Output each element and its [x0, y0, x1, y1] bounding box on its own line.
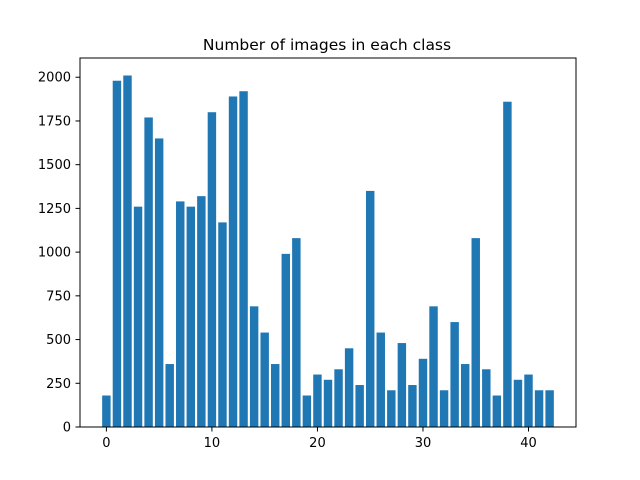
- y-tick-label: 0: [63, 421, 71, 436]
- x-tick-label: 20: [309, 436, 326, 451]
- bar: [471, 238, 480, 427]
- bar: [249, 306, 259, 427]
- bar: [439, 390, 449, 427]
- bar: [450, 322, 459, 427]
- bar: [344, 348, 354, 427]
- bar: [418, 358, 428, 427]
- bar: [376, 332, 385, 427]
- bar: [534, 390, 544, 427]
- bar: [165, 364, 174, 427]
- bar: [545, 390, 554, 427]
- bar: [513, 379, 523, 427]
- bar: [429, 306, 438, 427]
- y-tick-label: 1750: [38, 114, 71, 129]
- y-tick-label: 250: [46, 377, 71, 392]
- y-tick-label: 1250: [38, 202, 71, 217]
- bar: [492, 395, 502, 427]
- bar: [154, 138, 164, 427]
- bar: [260, 332, 269, 427]
- axes-frame: [79, 57, 577, 428]
- chart-title: Number of images in each class: [203, 36, 451, 54]
- x-tick-label: 40: [520, 436, 537, 451]
- bar: [355, 385, 364, 427]
- y-tick-label: 1000: [38, 246, 71, 261]
- axes-group: 0 10 20 30 40 0 250 500 750 1000 1250 1500 1750 2000: [38, 57, 577, 451]
- bar: [239, 91, 248, 427]
- bar: [460, 364, 470, 427]
- bar: [281, 253, 291, 427]
- bar: [123, 75, 132, 428]
- bar: [408, 385, 417, 427]
- bar: [503, 101, 512, 427]
- x-tick-label: 30: [415, 436, 432, 451]
- bar: [102, 395, 111, 427]
- bar: [302, 395, 312, 427]
- x-tick-label: 0: [102, 436, 110, 451]
- bar: [133, 206, 143, 427]
- bar: [292, 238, 301, 427]
- bar: [228, 96, 238, 427]
- bar: [313, 374, 322, 427]
- bar: [334, 369, 343, 427]
- y-tick-label: 2000: [38, 71, 71, 86]
- y-tick-label: 1500: [38, 158, 71, 173]
- bar: [207, 112, 217, 428]
- y-tick-label: 750: [46, 289, 71, 304]
- bar: [186, 206, 196, 427]
- bar: [218, 222, 227, 427]
- bar: [176, 201, 185, 427]
- bar: [387, 390, 396, 427]
- bar: [144, 117, 153, 428]
- y-tick-label: 500: [46, 333, 71, 348]
- bar: [323, 379, 333, 427]
- bar: [397, 343, 407, 427]
- x-tick-label: 10: [204, 436, 221, 451]
- bar: [365, 190, 375, 427]
- bar: [482, 369, 491, 427]
- bar: [197, 196, 206, 427]
- bar: [524, 374, 533, 427]
- bar: [271, 364, 280, 427]
- bars-group: [102, 75, 554, 428]
- bar: [112, 80, 122, 427]
